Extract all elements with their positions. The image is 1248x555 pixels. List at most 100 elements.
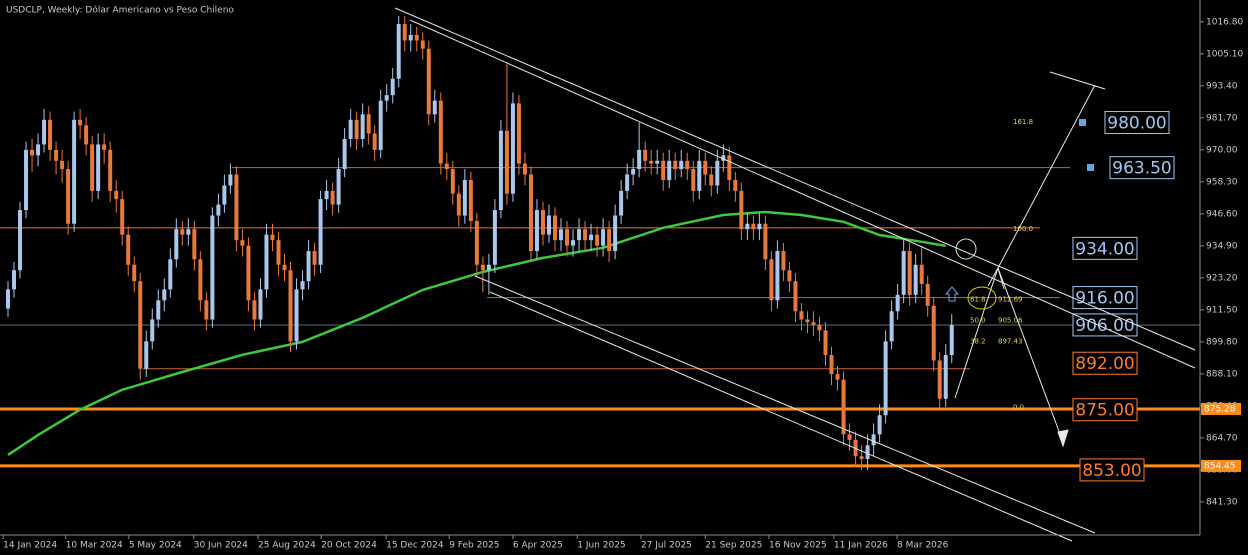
candle-body: [649, 160, 654, 164]
x-tick-label: 8 Mar 2026: [897, 541, 949, 551]
candle-body: [300, 281, 305, 290]
price-tag: [1201, 402, 1241, 415]
candle-body: [829, 355, 834, 375]
candle-body: [186, 229, 191, 235]
level-label: 892.00: [1075, 354, 1134, 374]
candle-body: [120, 199, 125, 235]
candle-body: [817, 324, 822, 331]
candle-body: [907, 251, 912, 295]
candle-body: [925, 283, 930, 306]
candle-body: [895, 294, 900, 312]
candle-body: [691, 169, 696, 191]
candle-body: [432, 100, 437, 115]
candle-body: [805, 319, 810, 323]
level-label: 906.00: [1075, 316, 1134, 336]
arrow-head: [1057, 429, 1069, 448]
y-tick-label: 899.80: [1206, 337, 1238, 347]
candle-body: [282, 264, 287, 271]
candle-body: [697, 160, 702, 191]
candle-body: [426, 48, 431, 115]
candle-body: [18, 210, 23, 271]
candle-body: [390, 78, 395, 96]
candle-body: [444, 163, 449, 170]
candle-body: [270, 234, 275, 241]
candle-body: [216, 204, 221, 216]
candle-body: [192, 229, 197, 260]
x-tick-label: 9 Feb 2025: [449, 541, 499, 551]
candle-body: [234, 174, 239, 241]
candle-body: [468, 179, 473, 222]
candle-body: [24, 149, 29, 211]
candle-body: [739, 190, 744, 230]
fib-ratio: 50.0: [970, 317, 986, 325]
candle-body: [360, 114, 365, 139]
candle-body: [288, 270, 293, 342]
price-tag-label: 854.45: [1204, 461, 1236, 471]
drawings: [394, 7, 1196, 542]
candle-body: [210, 215, 215, 320]
candle-body: [565, 229, 570, 246]
y-tick-label: 934.90: [1206, 241, 1238, 251]
candle-body: [294, 289, 299, 342]
candle-body: [240, 240, 245, 246]
level-box: [1072, 236, 1138, 260]
fib-ratio: 161.8: [1013, 118, 1033, 126]
fib-ratio: 61.8: [970, 296, 986, 304]
candle-body: [637, 149, 642, 170]
candle-body: [396, 24, 401, 79]
candle-body: [607, 229, 612, 252]
candle-body: [745, 223, 750, 230]
candle-body: [661, 160, 666, 180]
candle-body: [438, 100, 443, 164]
candle-body: [252, 300, 257, 320]
fib-ratio: 0.0: [1013, 404, 1024, 412]
candle-body: [174, 229, 179, 260]
candle-body: [667, 160, 672, 180]
y-tick-label: 970.00: [1206, 145, 1238, 155]
candle-body: [462, 179, 467, 216]
candle-body: [931, 305, 936, 361]
y-tick-label: 958.30: [1206, 177, 1238, 187]
candle-body: [859, 456, 864, 459]
channel-line: [409, 19, 1196, 369]
moving-average: [7, 210, 946, 456]
level-box: [1109, 156, 1175, 180]
candle-body: [132, 264, 137, 282]
candle-body: [751, 223, 756, 230]
candle-body: [486, 264, 491, 271]
y-tick-label: 946.60: [1206, 209, 1238, 219]
x-tick-label: 5 May 2024: [129, 541, 182, 551]
candle-body: [306, 251, 311, 282]
candle-body: [12, 270, 17, 290]
candle-body: [835, 374, 840, 380]
level-box: [1072, 351, 1138, 375]
level-label: 875.00: [1075, 401, 1134, 421]
x-tick-label: 10 Mar 2024: [66, 541, 123, 551]
candle-body: [583, 229, 588, 241]
candle-body: [114, 190, 119, 200]
candle-body: [5, 289, 10, 309]
level-label: 963.50: [1112, 159, 1171, 179]
candle-body: [781, 251, 786, 271]
candle-body: [102, 144, 107, 150]
candle-body: [414, 35, 419, 41]
y-tick-label: 923.20: [1206, 273, 1238, 283]
candle-body: [522, 163, 527, 175]
candle-body: [823, 330, 828, 356]
x-tick-label: 21 Sep 2025: [705, 541, 762, 551]
level-box: [1104, 111, 1170, 135]
candle-body: [559, 229, 564, 241]
candle-body: [36, 144, 41, 156]
level-marker: [1087, 164, 1094, 171]
candle-body: [222, 185, 227, 205]
candle-body: [619, 190, 624, 216]
candle-body: [276, 240, 281, 265]
candle-body: [330, 190, 335, 205]
level-label: 853.00: [1082, 461, 1141, 481]
candle-body: [180, 229, 185, 235]
candle-body: [378, 100, 383, 150]
candle-body: [919, 264, 924, 284]
candle-body: [847, 434, 852, 440]
candle-body: [901, 251, 906, 295]
